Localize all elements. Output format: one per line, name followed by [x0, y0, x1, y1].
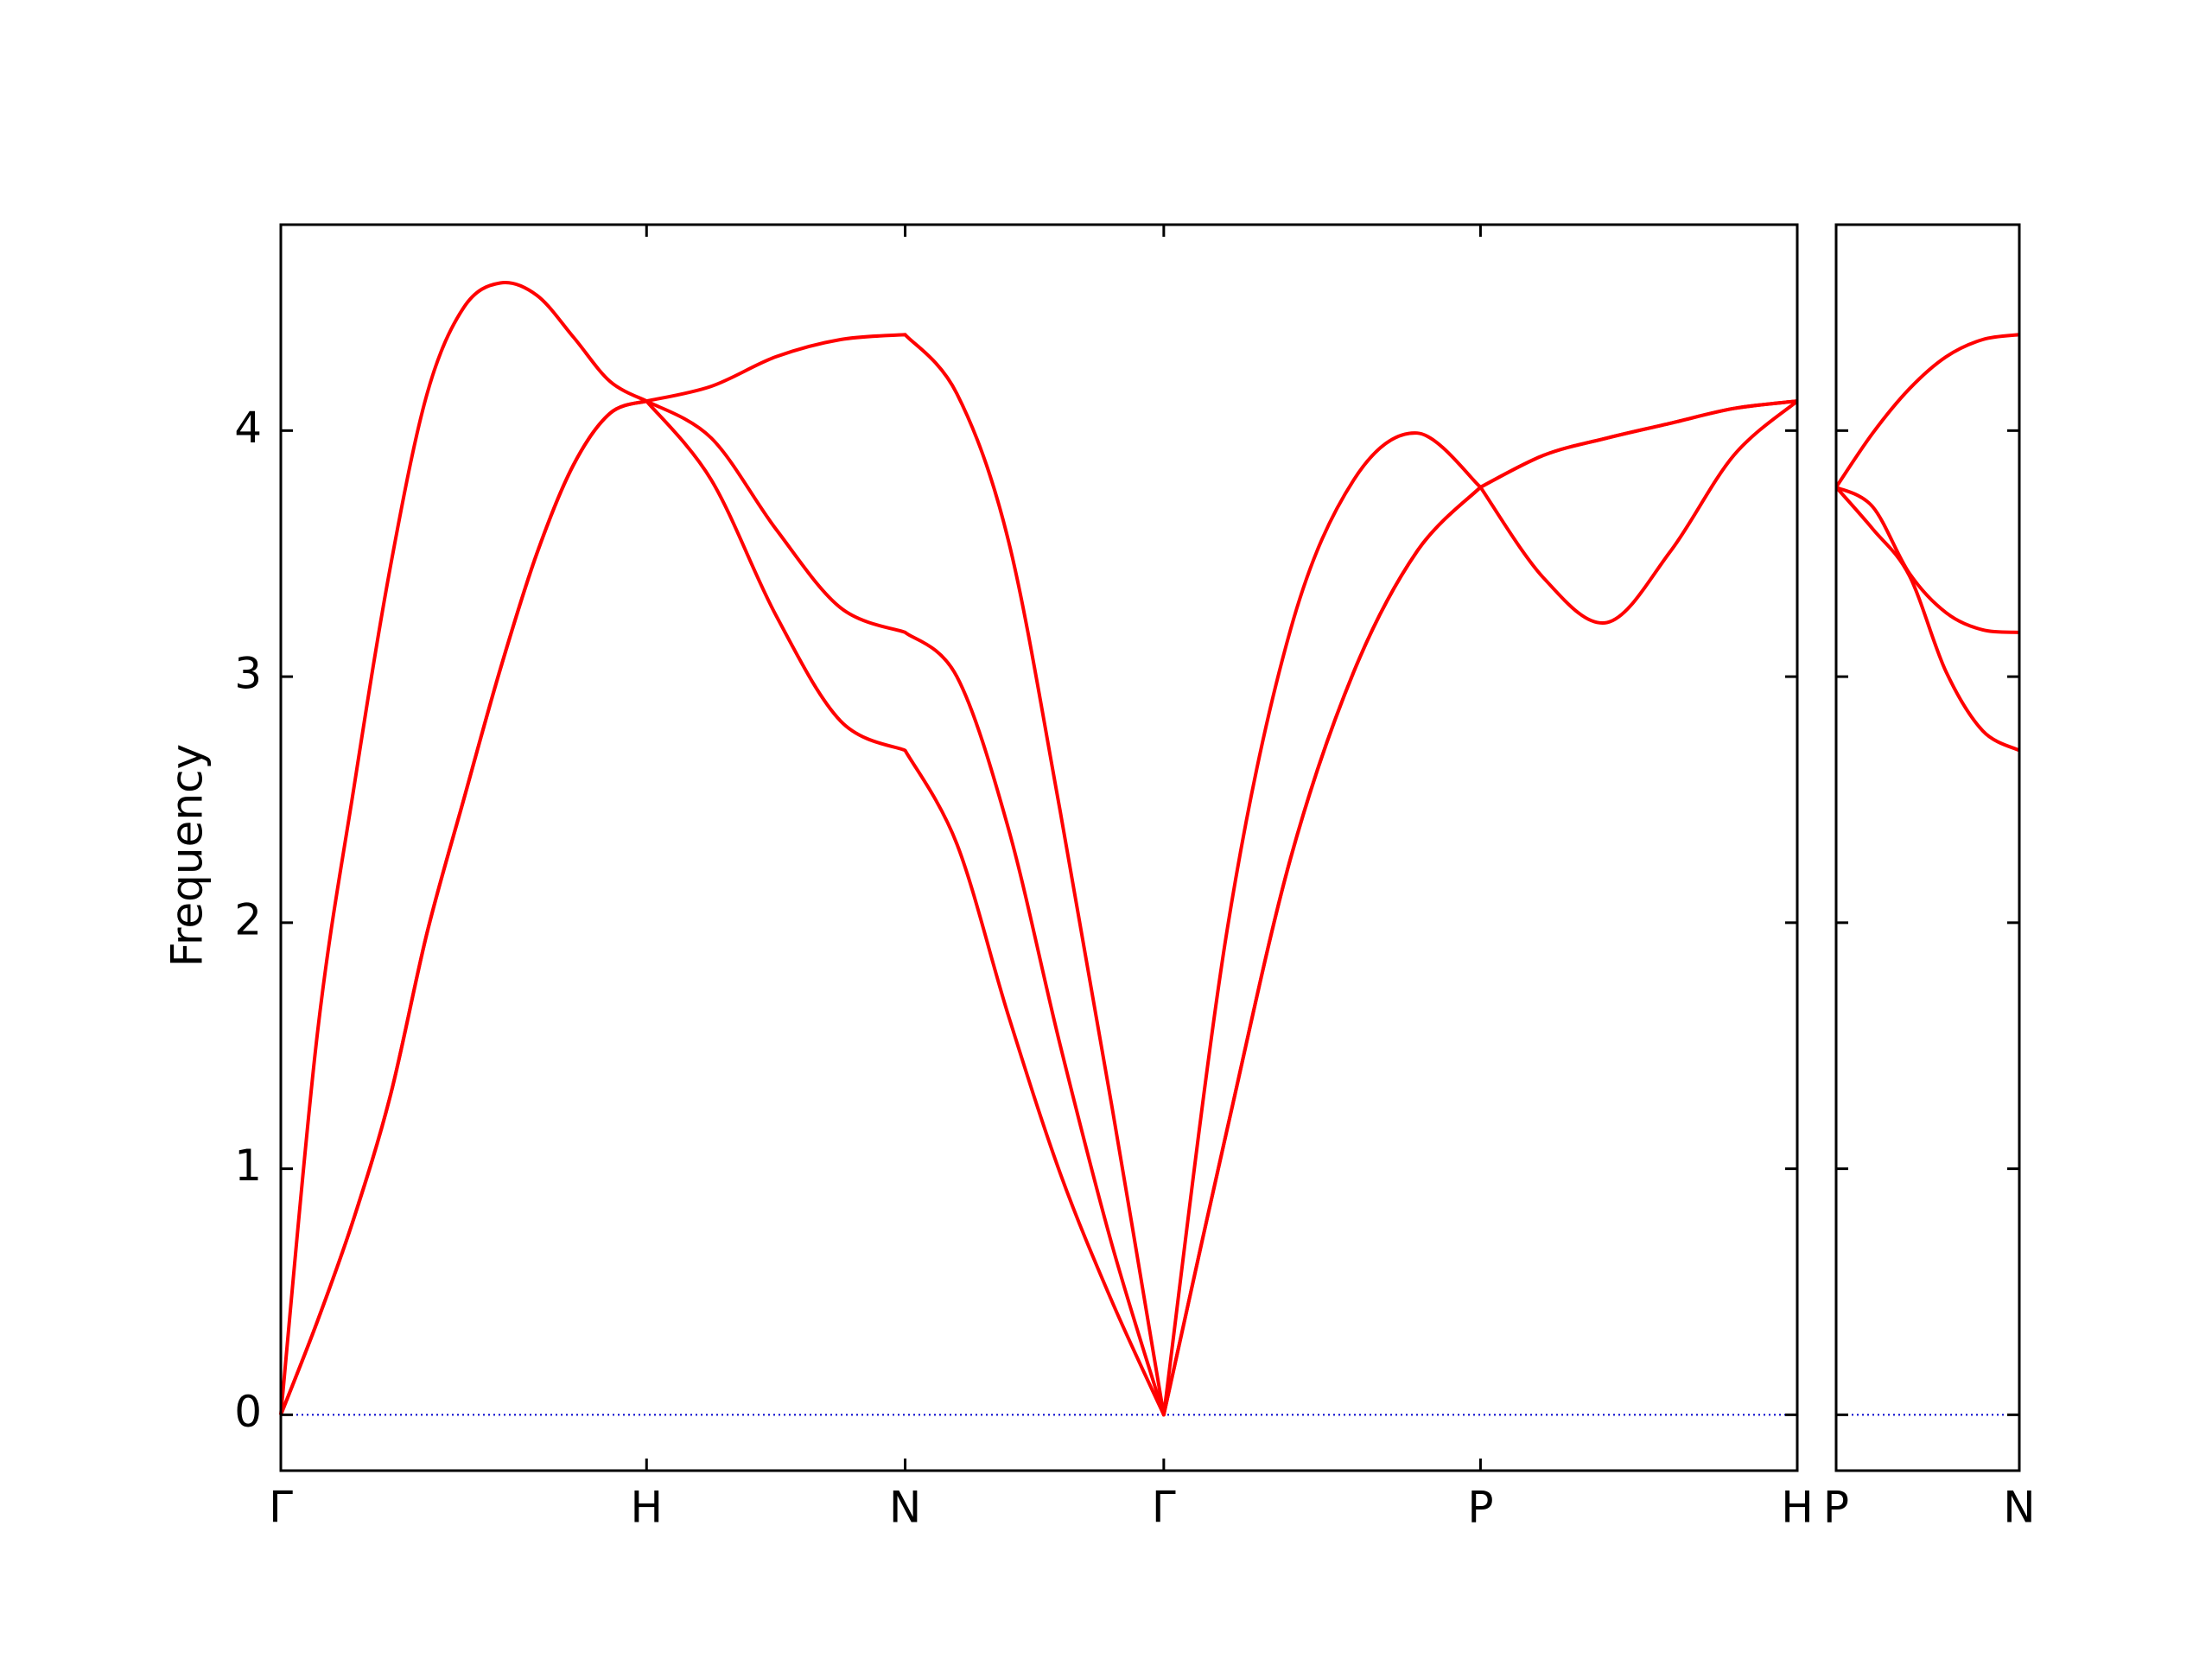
- x-tick-label: N: [2003, 1483, 2035, 1533]
- x-tick-label: H: [1781, 1483, 1814, 1533]
- band-line: [279, 399, 1799, 1417]
- y-tick-label: 3: [234, 649, 262, 699]
- y-tick-label: 2: [234, 894, 262, 944]
- x-tick-label: Γ: [1152, 1483, 1176, 1533]
- y-tick-label: 4: [234, 403, 262, 453]
- x-tick-label: P: [1823, 1483, 1849, 1533]
- x-tick-label: N: [889, 1483, 921, 1533]
- y-axis-label: Frequency: [162, 744, 213, 967]
- x-tick-label: P: [1467, 1483, 1493, 1533]
- band-line: [1834, 333, 2020, 488]
- plot-frame: [1834, 223, 2021, 1472]
- y-tick-label: 1: [234, 1141, 262, 1191]
- band-line: [1834, 486, 2020, 753]
- x-tick-label: H: [630, 1483, 663, 1533]
- band-line: [279, 280, 1798, 1417]
- plot-frame: [279, 223, 1799, 1472]
- band-line: [279, 399, 1798, 1417]
- band-line: [1835, 486, 2020, 634]
- x-tick-label: Γ: [269, 1483, 293, 1533]
- y-tick-label: 0: [234, 1387, 262, 1437]
